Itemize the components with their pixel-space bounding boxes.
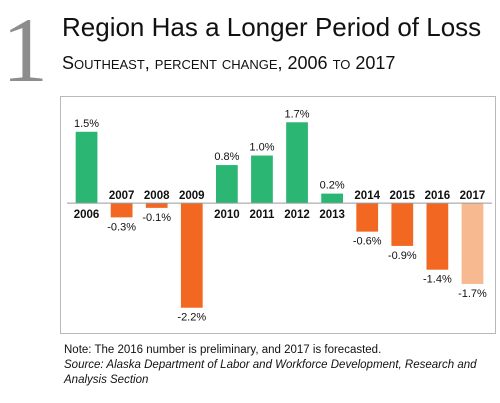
category-label-2006: 2006 bbox=[74, 209, 100, 221]
category-label-2012: 2012 bbox=[284, 209, 310, 221]
category-label-2010: 2010 bbox=[214, 209, 240, 221]
category-label-2011: 2011 bbox=[249, 209, 275, 221]
chart-source: Source: Alaska Department of Labor and W… bbox=[64, 359, 477, 386]
category-label-2007: 2007 bbox=[109, 190, 135, 202]
data-label-2009: -2.2% bbox=[177, 312, 206, 324]
chart-subtitle: Southeast, percent change, 2006 to 2017 bbox=[62, 53, 396, 73]
data-label-2013: 0.2% bbox=[320, 180, 345, 192]
figure-number: 1 bbox=[2, 0, 48, 101]
data-label-2012: 1.7% bbox=[285, 108, 310, 120]
category-label-2009: 2009 bbox=[179, 190, 205, 202]
data-label-2010: 0.8% bbox=[214, 151, 239, 163]
category-label-2016: 2016 bbox=[425, 190, 451, 202]
bar-2012 bbox=[286, 122, 308, 204]
category-label-2013: 2013 bbox=[319, 209, 345, 221]
chart-title: Region Has a Longer Period of Loss bbox=[62, 12, 482, 42]
category-label-2017: 2017 bbox=[460, 190, 486, 202]
category-label-2014: 2014 bbox=[354, 190, 380, 202]
data-label-2017: -1.7% bbox=[458, 288, 487, 300]
data-label-2015: -0.9% bbox=[388, 250, 417, 262]
data-label-2016: -1.4% bbox=[423, 274, 452, 286]
category-label-2015: 2015 bbox=[389, 190, 415, 202]
bar-2016 bbox=[426, 203, 449, 270]
category-label-2008: 2008 bbox=[144, 190, 170, 202]
chart-note: Note: The 2016 number is preliminary, an… bbox=[64, 344, 382, 356]
bar-2011 bbox=[251, 155, 273, 204]
bar-chart: 1.5% 2006 -0.3% 2007 -0.1% 2008 -2.2% 2009 0.8% 2… bbox=[67, 108, 492, 324]
bar-2015 bbox=[391, 203, 414, 246]
data-label-2014: -0.6% bbox=[353, 236, 382, 248]
bar-2017 bbox=[461, 203, 484, 284]
chart-frame bbox=[60, 96, 496, 334]
bar-2009 bbox=[180, 203, 203, 308]
data-label-2011: 1.0% bbox=[249, 142, 274, 154]
bar-2010 bbox=[215, 165, 238, 204]
data-label-2006: 1.5% bbox=[74, 118, 99, 130]
bar-2014 bbox=[356, 203, 379, 232]
bar-2007 bbox=[110, 203, 133, 218]
bar-2008 bbox=[145, 203, 168, 208]
data-label-2007: -0.3% bbox=[107, 221, 136, 233]
bar-2006 bbox=[75, 131, 98, 204]
data-label-2008: -0.1% bbox=[142, 212, 171, 224]
bar-2013 bbox=[321, 193, 344, 204]
